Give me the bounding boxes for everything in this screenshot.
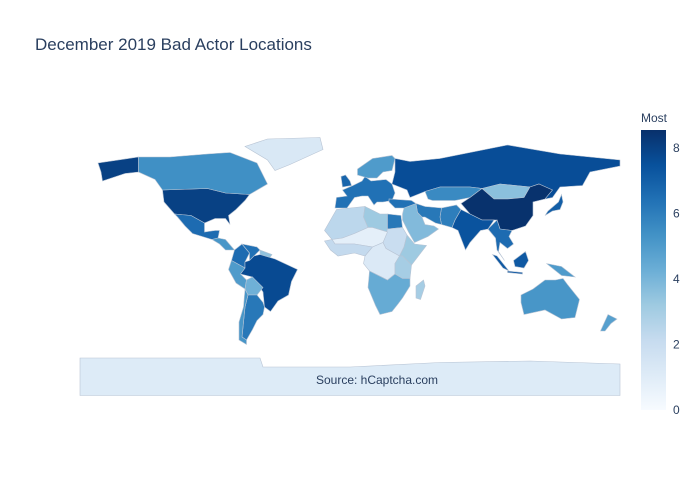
colorbar-tick-label: 8 (673, 141, 680, 155)
colorbar-tick-label: 6 (673, 207, 680, 221)
region-united-kingdom[interactable] (340, 174, 352, 188)
region-southeast-asia[interactable] (487, 219, 514, 261)
colorbar-tick-label: 4 (673, 272, 680, 286)
colorbar-title: Most (641, 111, 668, 125)
region-borneo[interactable] (513, 251, 529, 269)
source-annotation: Source: hCaptcha.com (316, 373, 438, 387)
region-new-guinea[interactable] (546, 263, 577, 278)
region-greenland[interactable] (244, 137, 324, 171)
region-egypt[interactable] (387, 213, 403, 230)
colorbar-tick-label: 0 (673, 403, 680, 417)
region-central-america[interactable] (211, 237, 236, 251)
region-western-europe[interactable] (334, 176, 396, 209)
region-antarctica[interactable] (79, 357, 621, 396)
colorbar-ticks: 0 2 4 6 8 (673, 141, 680, 417)
region-turkey[interactable] (388, 198, 417, 209)
colorbar (641, 130, 666, 410)
region-brazil[interactable] (239, 254, 298, 312)
region-java[interactable] (507, 270, 523, 275)
region-chile[interactable] (238, 287, 249, 346)
region-mexico[interactable] (173, 213, 220, 240)
map-geo[interactable] (79, 137, 621, 396)
region-japan[interactable] (544, 193, 564, 216)
region-sumatra[interactable] (491, 253, 510, 272)
region-australia[interactable] (520, 278, 580, 320)
region-southern-africa[interactable] (367, 270, 411, 315)
region-new-zealand[interactable] (600, 314, 618, 332)
region-canada[interactable] (138, 152, 268, 195)
colorbar-tick-label: 2 (673, 338, 680, 352)
region-madagascar[interactable] (415, 279, 426, 300)
region-alaska[interactable] (97, 156, 139, 182)
region-scandinavia[interactable] (357, 155, 396, 179)
chart-title: December 2019 Bad Actor Locations (35, 35, 312, 54)
